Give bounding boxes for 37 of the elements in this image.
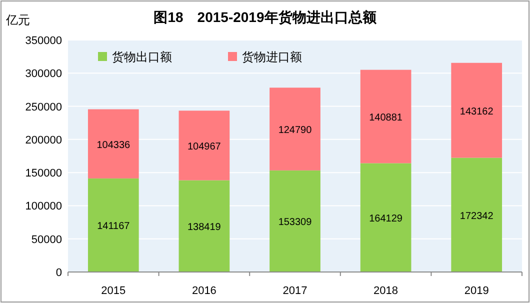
data-label: 143162 (460, 106, 494, 118)
y-tick-label: 350000 (25, 35, 62, 47)
y-tick-label: 50000 (31, 234, 62, 246)
x-tick-label: 2018 (374, 285, 398, 297)
x-tick-label: 2017 (282, 285, 308, 297)
data-label: 104336 (96, 140, 131, 151)
bar (270, 170, 320, 272)
data-label: 164129 (369, 214, 403, 225)
legend-label: 货物出口额 (112, 50, 172, 64)
y-tick-label: 100000 (25, 200, 62, 213)
bar (360, 70, 412, 164)
data-label: 141167 (97, 221, 130, 232)
legend-label: 货物进口额 (242, 50, 302, 64)
data-label: 140881 (369, 112, 403, 124)
bar (178, 110, 230, 180)
data-label: 153309 (278, 217, 312, 228)
data-label: 124790 (278, 125, 312, 136)
y-tick-label: 200000 (25, 134, 62, 146)
y-tick-label: 150000 (25, 168, 62, 180)
data-label: 172342 (460, 210, 494, 222)
bar (88, 178, 139, 272)
y-tick-label: 300000 (25, 68, 62, 80)
y-tick-label: 0 (56, 267, 62, 279)
bar (360, 163, 412, 272)
bar (88, 109, 139, 178)
y-axis-title: 亿元 (5, 13, 30, 27)
data-label: 138419 (188, 222, 222, 234)
x-tick-label: 2016 (192, 285, 216, 297)
bar (451, 62, 502, 158)
x-tick-label: 2019 (464, 285, 489, 297)
data-label: 104967 (188, 141, 222, 152)
chart-title: 图18 2015-2019年货物进出口总额 (154, 9, 378, 25)
x-tick-label: 2015 (101, 285, 126, 297)
y-tick-label: 250000 (25, 101, 62, 114)
bar (178, 180, 230, 272)
bar (270, 88, 320, 170)
bar (451, 158, 502, 272)
